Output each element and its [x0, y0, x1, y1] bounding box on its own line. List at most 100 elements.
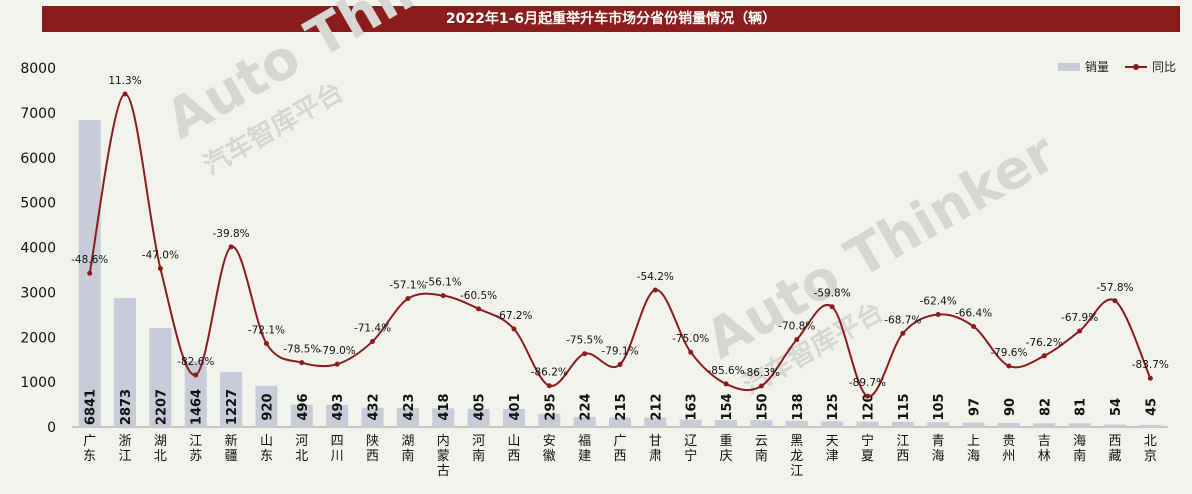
bar-value-label: 90: [1003, 398, 1018, 416]
x-tick-char: 夏: [861, 449, 874, 464]
yoy-point: [228, 244, 234, 250]
x-tick-char: 贵: [1002, 434, 1015, 449]
bars: 6841广东2873浙江2207湖北1464江苏1227新疆920山东496河北…: [78, 120, 1162, 479]
yoy-label: -39.8%: [213, 228, 250, 240]
x-tick-char: 林: [1038, 449, 1051, 464]
yoy-line: -48.6% 11.3% -47.0% -82.6% -39.8% -72.1% -78.5…: [71, 75, 1169, 399]
yoy-point: [122, 91, 128, 97]
x-tick-char: 海: [932, 449, 945, 464]
bar-value-label: 6841: [84, 389, 99, 425]
bar: [962, 422, 985, 427]
yoy-label: -48.6%: [71, 254, 108, 266]
x-tick-char: 吉: [1038, 434, 1051, 449]
yoy-label: -57.1%: [389, 280, 426, 292]
bar-value-label: 215: [614, 393, 629, 420]
bar: [821, 421, 844, 427]
x-tick-label: 江苏: [189, 434, 202, 464]
bar-value-label: 2873: [119, 389, 134, 425]
bar: [114, 298, 137, 427]
yoy-label: -75.0%: [672, 333, 709, 345]
yoy-label: -86.3%: [743, 367, 780, 379]
bar: [502, 409, 525, 427]
yoy-point: [723, 381, 729, 387]
bar-value-label: 920: [260, 393, 275, 420]
x-tick-char: 重: [720, 433, 733, 449]
yoy-label: -54.2%: [637, 271, 674, 283]
yoy-label: -62.4%: [920, 296, 957, 308]
x-tick-char: 内: [437, 433, 450, 449]
legend-line-label: 同比: [1151, 60, 1176, 74]
x-tick-char: 南: [755, 448, 768, 464]
yoy-label: 11.3%: [108, 75, 141, 87]
yoy-point: [582, 351, 588, 357]
bar-value-label: 212: [649, 393, 664, 420]
x-tick-char: 山: [507, 434, 520, 449]
x-tick-label: 内蒙古: [437, 433, 450, 479]
x-tick-char: 庆: [720, 449, 733, 464]
x-tick-label: 山东: [260, 434, 273, 464]
yoy-label: -56.1%: [425, 277, 462, 289]
y-tick-label: 7000: [20, 106, 56, 122]
x-tick-char: 龙: [790, 449, 803, 464]
bar: [1068, 423, 1091, 427]
legend-bar-swatch: [1057, 62, 1080, 71]
yoy-point: [900, 330, 906, 336]
bar-value-label: 432: [367, 393, 382, 420]
x-tick-char: 北: [154, 449, 167, 464]
yoy-point: [1006, 363, 1012, 369]
yoy-point: [370, 338, 376, 344]
yoy-point: [864, 393, 870, 399]
x-tick-label: 湖北: [154, 434, 167, 464]
yoy-point: [87, 270, 93, 276]
bar: [715, 420, 738, 427]
bar-value-label: 54: [1109, 398, 1124, 416]
x-tick-label: 浙江: [119, 434, 132, 464]
x-tick-char: 广: [83, 434, 96, 449]
y-tick-label: 1000: [20, 375, 56, 391]
x-tick-char: 江: [189, 434, 202, 449]
x-tick-char: 宁: [861, 433, 874, 449]
x-tick-label: 新疆: [225, 433, 238, 464]
x-tick-char: 广: [613, 434, 626, 449]
bar-value-label: 401: [508, 393, 523, 420]
x-tick-char: 京: [1144, 449, 1157, 464]
bar-value-label: 81: [1074, 398, 1089, 416]
x-tick-char: 西: [366, 449, 379, 464]
x-tick-char: 西: [507, 449, 520, 464]
bar-value-label: 138: [791, 393, 806, 420]
yoy-label: -60.5%: [460, 290, 497, 302]
yoy-label: -75.5%: [566, 335, 603, 347]
x-tick-char: 河: [472, 434, 485, 449]
bar: [644, 417, 667, 427]
bar-value-label: 493: [331, 393, 346, 420]
yoy-point: [476, 306, 482, 312]
yoy-point: [334, 361, 340, 367]
bar-value-label: 82: [1038, 398, 1053, 416]
x-tick-label: 重庆: [720, 433, 733, 464]
yoy-point: [935, 312, 941, 318]
x-tick-char: 北: [295, 449, 308, 464]
legend-line-swatch: [1124, 63, 1147, 70]
yoy-point: [617, 361, 623, 367]
bar-value-label: 405: [473, 393, 488, 420]
yoy-label: -86.2%: [531, 367, 568, 379]
yoy-point: [971, 323, 977, 329]
x-tick-char: 宁: [684, 448, 697, 464]
yoy-point: [829, 304, 835, 310]
bar: [220, 371, 243, 427]
x-tick-char: 湖: [401, 434, 414, 449]
bar-value-label: 120: [861, 393, 876, 420]
bar: [255, 385, 278, 427]
x-tick-label: 宁夏: [861, 433, 874, 464]
bar-value-label: 105: [932, 393, 947, 420]
x-tick-char: 黑: [790, 434, 803, 449]
x-tick-char: 南: [472, 448, 485, 464]
x-tick-char: 江: [119, 449, 132, 464]
y-tick-label: 8000: [20, 61, 56, 77]
x-tick-label: 上海: [967, 434, 980, 464]
bar: [679, 419, 702, 427]
bar: [184, 361, 207, 427]
bar: [149, 327, 172, 427]
chart-title: 2022年1-6月起重举升车市场分省份销量情况（辆）: [42, 6, 1180, 32]
